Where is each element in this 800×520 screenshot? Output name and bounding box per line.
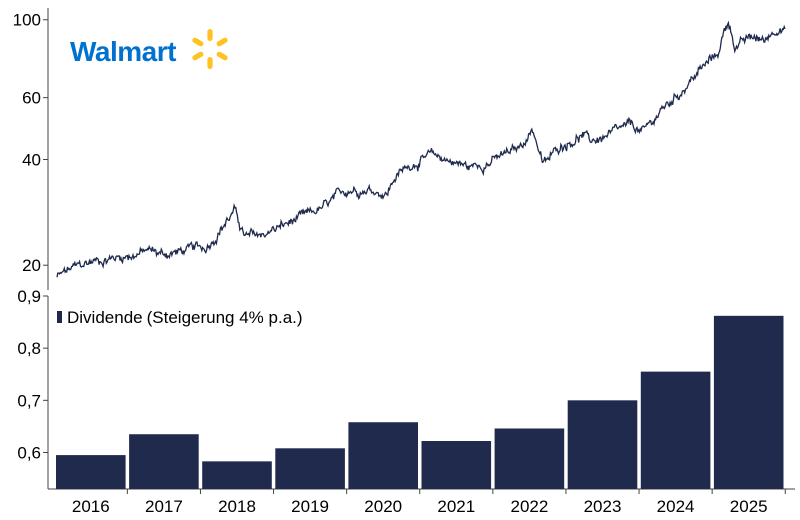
year-label-2025: 2025 xyxy=(730,497,768,516)
dividend-bar-2025 xyxy=(713,315,784,489)
dividend-bar-2024 xyxy=(640,371,711,489)
dividend-chart: 0,6 0,7 0,8 0,9 2016 2017 2018 2019 2020 2021 202… xyxy=(17,287,795,516)
dividend-y-tick-label: 0,8 xyxy=(17,339,41,358)
price-chart: 20 40 60 100 xyxy=(13,8,786,290)
dividend-bars xyxy=(56,315,784,489)
dividend-y-tick-label: 0,9 xyxy=(17,287,41,306)
dividend-y-tick-label: 0,6 xyxy=(17,443,41,462)
legend: Dividende (Steigerung 4% p.a.) xyxy=(57,308,303,327)
year-label-2016: 2016 xyxy=(72,497,110,516)
price-line xyxy=(56,20,786,278)
year-label-2020: 2020 xyxy=(364,497,402,516)
legend-swatch xyxy=(57,311,62,323)
year-label-2022: 2022 xyxy=(510,497,548,516)
dividend-bar-2016 xyxy=(56,455,126,489)
dividend-bar-2022 xyxy=(494,428,565,489)
year-label-2021: 2021 xyxy=(437,497,475,516)
price-y-ticks: 20 40 60 100 xyxy=(13,11,48,275)
dividend-y-ticks: 0,6 0,7 0,8 0,9 xyxy=(17,287,48,462)
dividend-bar-2021 xyxy=(421,441,492,489)
dividend-bar-2019 xyxy=(275,448,345,489)
legend-label-note: (Steigerung 4% p.a.) xyxy=(147,308,303,327)
year-labels: 2016 2017 2018 2019 2020 2021 2022 2023 2024 2025 xyxy=(72,489,786,516)
price-y-tick-label: 40 xyxy=(22,150,41,169)
dividend-bar-2017 xyxy=(129,434,199,489)
price-y-tick-label: 100 xyxy=(13,11,41,30)
year-label-2017: 2017 xyxy=(145,497,183,516)
legend-label-main: Dividende xyxy=(67,308,143,327)
price-y-tick-label: 20 xyxy=(22,256,41,275)
dividend-bar-2020 xyxy=(348,422,418,489)
logo-text: Walmart xyxy=(70,36,176,67)
year-label-2019: 2019 xyxy=(291,497,329,516)
price-y-tick-label: 60 xyxy=(22,89,41,108)
legend-label: Dividende (Steigerung 4% p.a.) xyxy=(67,308,303,327)
spark-icon xyxy=(192,29,228,69)
year-label-2024: 2024 xyxy=(657,497,695,516)
year-label-2023: 2023 xyxy=(584,497,622,516)
year-label-2018: 2018 xyxy=(218,497,256,516)
dividend-bar-2018 xyxy=(202,461,272,489)
walmart-logo: Walmart xyxy=(70,29,228,69)
dividend-bar-2023 xyxy=(567,400,638,489)
dividend-y-tick-label: 0,7 xyxy=(17,391,41,410)
